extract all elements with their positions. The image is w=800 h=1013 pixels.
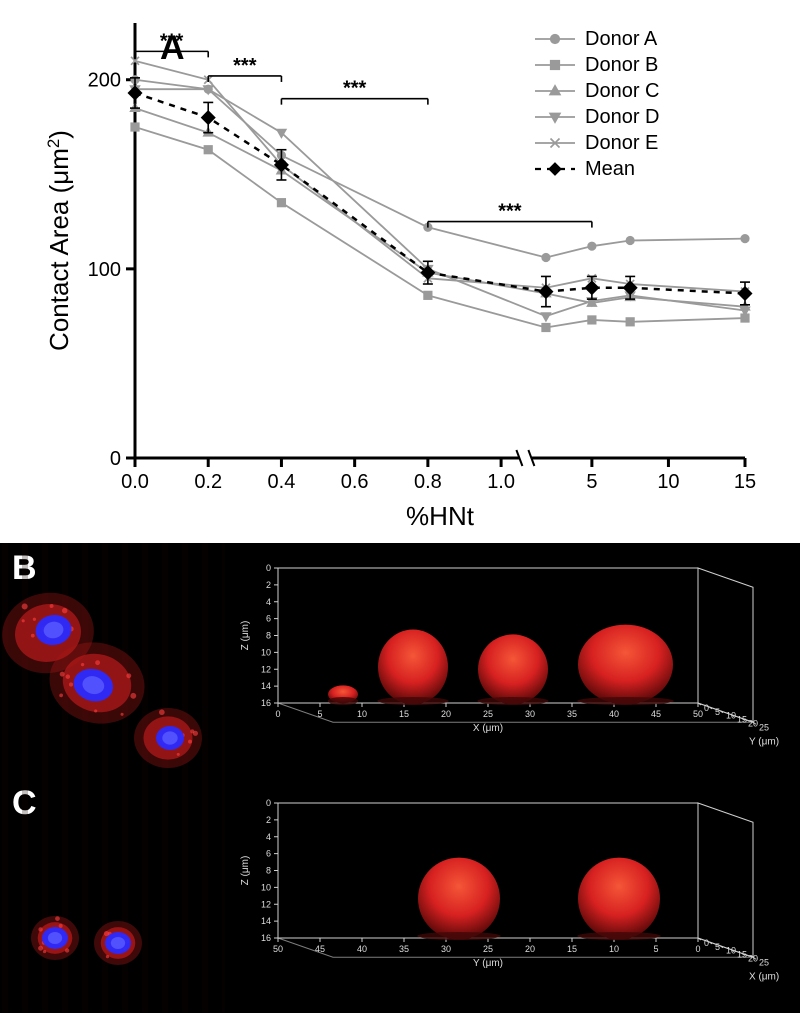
svg-text:5: 5 xyxy=(586,471,597,493)
svg-text:2: 2 xyxy=(266,815,271,825)
svg-text:25: 25 xyxy=(483,709,493,719)
svg-text:***: *** xyxy=(233,55,257,77)
svg-text:0: 0 xyxy=(275,709,280,719)
svg-text:0: 0 xyxy=(704,938,709,948)
svg-text:10: 10 xyxy=(726,711,736,721)
panel-a: 0 100 200 0.0 0.2 0.4 0.6 0.8 1.0 5 10 15 %HNt Contac… xyxy=(0,0,800,543)
svg-text:25: 25 xyxy=(759,957,769,967)
micrograph-c xyxy=(0,778,225,1013)
svg-text:100: 100 xyxy=(88,259,121,281)
threed-c: 0246810121416Z (μm)50454035302520151050Y… xyxy=(238,783,798,1008)
svg-text:6: 6 xyxy=(266,849,271,859)
micrograph-b xyxy=(0,543,225,778)
svg-text:45: 45 xyxy=(315,944,325,954)
svg-text:Z (μm): Z (μm) xyxy=(240,621,251,651)
svg-text:Donor E: Donor E xyxy=(585,132,658,154)
svg-text:16: 16 xyxy=(261,698,271,708)
svg-text:14: 14 xyxy=(261,681,271,691)
svg-text:***: *** xyxy=(160,30,184,52)
svg-text:40: 40 xyxy=(357,944,367,954)
svg-text:Y (μm): Y (μm) xyxy=(749,736,779,747)
figure: 01002000.00.20.40.60.81.051015%HNtContac… xyxy=(0,0,800,1013)
svg-text:0: 0 xyxy=(266,798,271,808)
svg-text:25: 25 xyxy=(759,722,769,732)
svg-text:10: 10 xyxy=(657,471,679,493)
svg-text:0: 0 xyxy=(695,944,700,954)
svg-text:15: 15 xyxy=(399,709,409,719)
svg-text:4: 4 xyxy=(266,597,271,607)
svg-text:5: 5 xyxy=(317,709,322,719)
panel-c: C 0246810121416Z (μm)5045403530252015105… xyxy=(0,778,800,1013)
svg-text:0.4: 0.4 xyxy=(268,471,296,493)
svg-text:5: 5 xyxy=(715,707,720,717)
svg-text:15: 15 xyxy=(737,715,747,725)
svg-text:30: 30 xyxy=(441,944,451,954)
svg-text:%HNt: %HNt xyxy=(406,501,475,531)
svg-text:14: 14 xyxy=(261,916,271,926)
svg-text:35: 35 xyxy=(567,709,577,719)
svg-text:0.2: 0.2 xyxy=(194,471,222,493)
svg-text:2: 2 xyxy=(266,580,271,590)
svg-text:1.0: 1.0 xyxy=(487,471,515,493)
svg-text:Z (μm): Z (μm) xyxy=(240,856,251,886)
svg-text:***: *** xyxy=(343,78,367,100)
svg-text:0: 0 xyxy=(110,448,121,470)
svg-text:Y (μm): Y (μm) xyxy=(473,958,503,969)
svg-text:0.8: 0.8 xyxy=(414,471,442,493)
svg-text:10: 10 xyxy=(261,647,271,657)
svg-text:15: 15 xyxy=(737,950,747,960)
svg-text:35: 35 xyxy=(399,944,409,954)
svg-text:40: 40 xyxy=(609,709,619,719)
svg-text:0: 0 xyxy=(704,703,709,713)
svg-text:20: 20 xyxy=(525,944,535,954)
svg-text:10: 10 xyxy=(357,709,367,719)
svg-text:20: 20 xyxy=(748,953,758,963)
svg-text:***: *** xyxy=(498,201,522,223)
svg-text:6: 6 xyxy=(266,614,271,624)
svg-text:25: 25 xyxy=(483,944,493,954)
svg-text:4: 4 xyxy=(266,832,271,842)
svg-text:X (μm): X (μm) xyxy=(749,971,779,982)
svg-text:X (μm): X (μm) xyxy=(473,723,503,734)
panel-b: B 0246810121416Z (μm)0510152025303540455… xyxy=(0,543,800,778)
svg-text:Contact Area (μm2): Contact Area (μm2) xyxy=(44,130,75,351)
svg-text:16: 16 xyxy=(261,933,271,943)
svg-text:Donor D: Donor D xyxy=(585,106,659,128)
svg-text:8: 8 xyxy=(266,631,271,641)
svg-text:Donor C: Donor C xyxy=(585,80,659,102)
svg-text:45: 45 xyxy=(651,709,661,719)
svg-text:200: 200 xyxy=(88,70,121,92)
svg-text:10: 10 xyxy=(726,946,736,956)
svg-text:5: 5 xyxy=(653,944,658,954)
svg-text:Mean: Mean xyxy=(585,158,635,180)
svg-text:Donor A: Donor A xyxy=(585,28,658,50)
svg-text:Donor B: Donor B xyxy=(585,54,658,76)
svg-text:50: 50 xyxy=(273,944,283,954)
svg-text:0.0: 0.0 xyxy=(121,471,149,493)
svg-text:0: 0 xyxy=(266,563,271,573)
svg-text:12: 12 xyxy=(261,899,271,909)
svg-text:8: 8 xyxy=(266,866,271,876)
svg-text:12: 12 xyxy=(261,664,271,674)
svg-text:30: 30 xyxy=(525,709,535,719)
threed-b: 0246810121416Z (μm)05101520253035404550X… xyxy=(238,548,798,773)
chart-panel-a: 0 100 200 0.0 0.2 0.4 0.6 0.8 1.0 5 10 15 %HNt Contac… xyxy=(40,8,760,543)
svg-text:50: 50 xyxy=(693,709,703,719)
svg-text:0.6: 0.6 xyxy=(341,471,369,493)
svg-text:15: 15 xyxy=(567,944,577,954)
svg-text:10: 10 xyxy=(609,944,619,954)
svg-text:10: 10 xyxy=(261,882,271,892)
svg-text:5: 5 xyxy=(715,942,720,952)
svg-text:20: 20 xyxy=(748,718,758,728)
svg-text:20: 20 xyxy=(441,709,451,719)
svg-text:15: 15 xyxy=(734,471,756,493)
